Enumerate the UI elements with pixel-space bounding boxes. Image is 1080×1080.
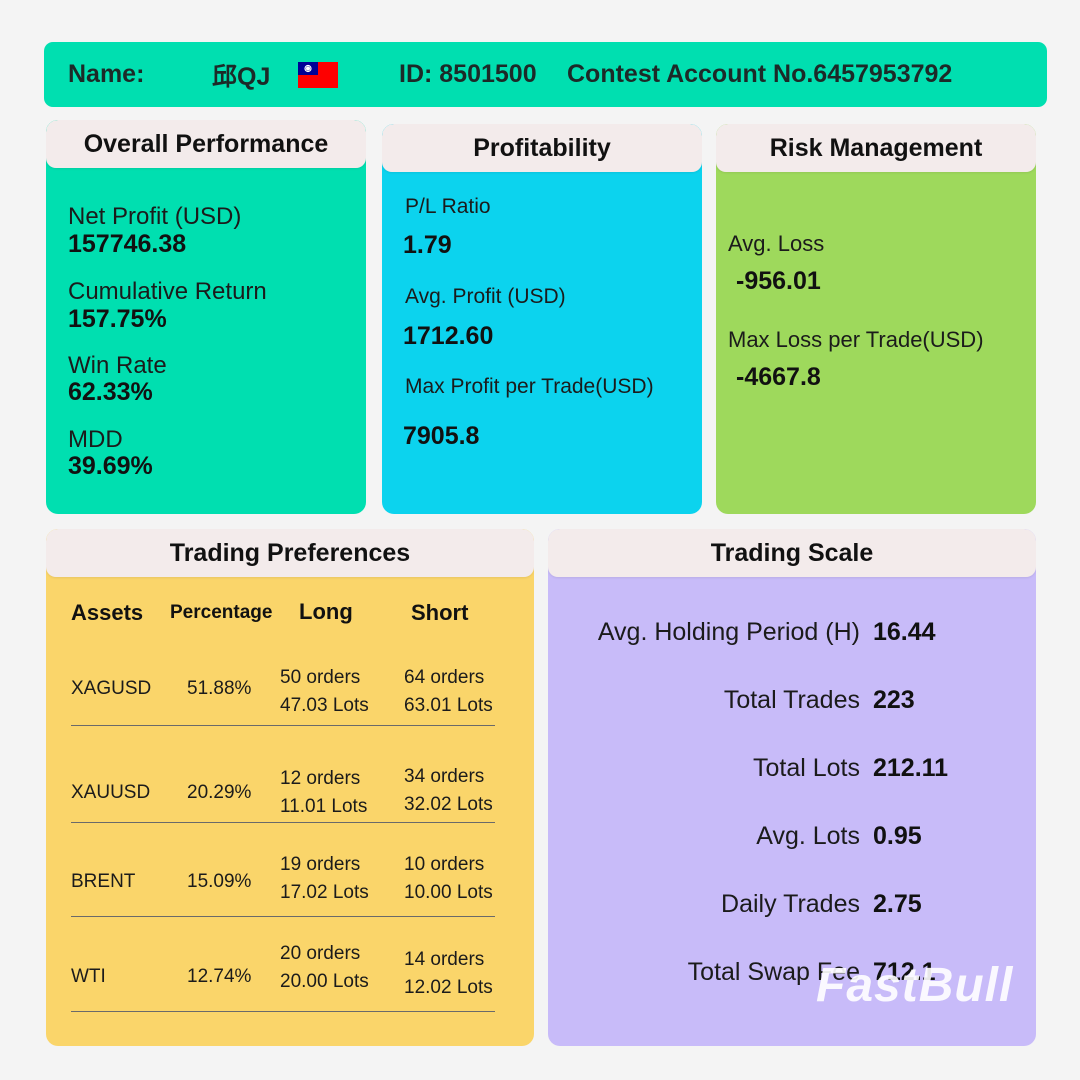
column-header-short: Short (411, 600, 469, 625)
name-label: Name: (68, 60, 145, 88)
win-rate-label: Win Rate (68, 352, 167, 379)
row-long-orders: 19 orders (280, 854, 361, 875)
max-loss-value: -4667.8 (736, 363, 821, 391)
row-divider (71, 822, 495, 823)
trading-preferences-card: Trading Preferences Assets Percentage Lo… (46, 529, 534, 1046)
total-swap-fee-label: Total Swap Fee (687, 958, 860, 986)
avg-lots-label: Avg. Lots (756, 822, 860, 850)
profitability-title: Profitability (382, 124, 702, 172)
row-asset: WTI (71, 966, 106, 987)
max-profit-label: Max Profit per Trade(USD) (405, 375, 654, 398)
row-asset: XAUUSD (71, 782, 151, 803)
overall-performance-title: Overall Performance (46, 120, 366, 168)
max-loss-label: Max Loss per Trade(USD) (728, 327, 984, 352)
net-profit-value: 157746.38 (68, 230, 187, 258)
total-swap-fee-value: 712.1 (873, 958, 936, 986)
contest-account-number: Contest Account No.6457953792 (567, 60, 953, 88)
max-profit-value: 7905.8 (403, 422, 480, 450)
row-percentage: 12.74% (187, 966, 252, 987)
row-long-lots: 47.03 Lots (280, 695, 369, 716)
trading-preferences-title: Trading Preferences (46, 529, 534, 577)
row-long-lots: 20.00 Lots (280, 971, 369, 992)
row-short-orders: 14 orders (404, 949, 485, 970)
row-short-lots: 32.02 Lots (404, 794, 493, 815)
daily-trades-label: Daily Trades (721, 890, 860, 918)
cumulative-return-value: 157.75% (68, 305, 167, 333)
avg-loss-label: Avg. Loss (728, 231, 825, 256)
overall-performance-card: Overall Performance Net Profit (USD) 157… (46, 120, 366, 514)
total-lots-label: Total Lots (752, 754, 860, 782)
row-percentage: 15.09% (187, 871, 252, 892)
avg-holding-period-label: Avg. Holding Period (H) (597, 618, 860, 646)
trading-scale-card: Trading Scale Avg. Holding Period (H) 16… (548, 529, 1036, 1046)
row-long-orders: 50 orders (280, 667, 361, 688)
profitability-card: Profitability P/L Ratio 1.79 Avg. Profit… (382, 124, 702, 514)
avg-profit-label: Avg. Profit (USD) (405, 285, 566, 308)
row-divider (71, 725, 495, 726)
avg-profit-value: 1712.60 (403, 322, 494, 350)
total-lots-value: 212.11 (873, 754, 949, 782)
name-value: 邱QJ (212, 62, 271, 91)
row-long-orders: 12 orders (280, 768, 361, 789)
pl-ratio-value: 1.79 (403, 231, 452, 259)
taiwan-flag-icon (298, 62, 338, 88)
risk-management-card: Risk Management Avg. Loss -956.01 Max Lo… (716, 124, 1036, 514)
row-long-lots: 11.01 Lots (280, 796, 368, 817)
daily-trades-value: 2.75 (873, 890, 922, 918)
row-asset: XAGUSD (71, 678, 152, 699)
row-percentage: 20.29% (187, 782, 252, 803)
net-profit-label: Net Profit (USD) (68, 203, 242, 230)
row-short-lots: 12.02 Lots (404, 977, 493, 998)
row-asset: BRENT (71, 871, 136, 892)
column-header-long: Long (299, 599, 353, 624)
mdd-label: MDD (68, 426, 123, 453)
row-short-orders: 64 orders (404, 667, 485, 688)
trading-scale-title: Trading Scale (548, 529, 1036, 577)
account-id: ID: 8501500 (399, 60, 537, 88)
row-divider (71, 1011, 495, 1012)
total-trades-label: Total Trades (723, 686, 860, 714)
mdd-value: 39.69% (68, 452, 153, 480)
risk-management-title: Risk Management (716, 124, 1036, 172)
fastbull-watermark-logo: FastBull (816, 959, 1014, 1012)
avg-holding-period-value: 16.44 (873, 618, 936, 646)
row-short-lots: 10.00 Lots (404, 882, 493, 903)
pl-ratio-label: P/L Ratio (405, 195, 491, 218)
avg-loss-value: -956.01 (736, 267, 821, 295)
row-percentage: 51.88% (187, 678, 252, 699)
total-trades-value: 223 (873, 686, 915, 714)
row-long-lots: 17.02 Lots (280, 882, 369, 903)
row-divider (71, 916, 495, 917)
avg-lots-value: 0.95 (873, 822, 922, 850)
win-rate-value: 62.33% (68, 378, 153, 406)
row-short-orders: 34 orders (404, 766, 485, 787)
account-header: Name: 邱QJ ID: 8501500 Contest Account No… (44, 42, 1047, 107)
row-short-orders: 10 orders (404, 854, 485, 875)
column-header-percentage: Percentage (170, 602, 273, 623)
cumulative-return-label: Cumulative Return (68, 278, 267, 305)
column-header-assets: Assets (71, 600, 144, 625)
row-long-orders: 20 orders (280, 943, 361, 964)
row-short-lots: 63.01 Lots (404, 695, 493, 716)
